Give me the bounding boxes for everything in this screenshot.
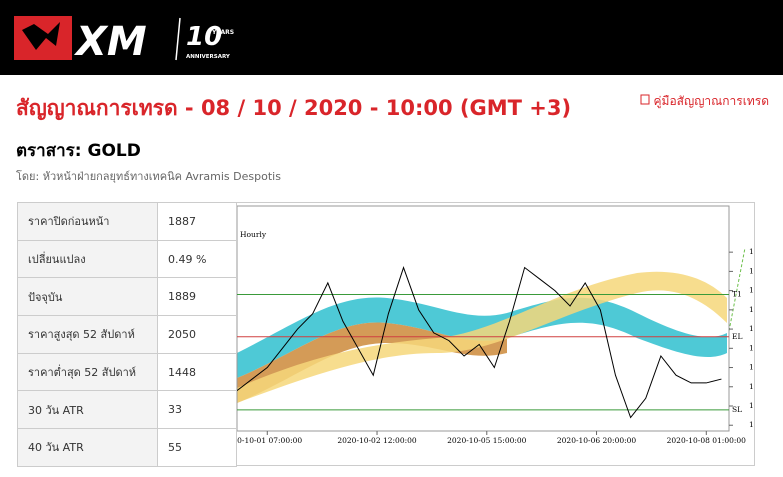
header: XM 10 YEARS ANNIVERSARY xyxy=(0,0,783,75)
table-row: 30 วัน ATR 33 xyxy=(17,390,237,430)
chart: Hourly 1875 1880 1885 1890 1895 1900 1905 1910 19… xyxy=(236,202,755,466)
instrument: ตราสาร: GOLD xyxy=(16,141,141,161)
badge: 10 xyxy=(186,22,222,52)
level-label: SL xyxy=(732,405,742,414)
logo[interactable]: XM 10 YEARS ANNIVERSARY xyxy=(0,0,260,75)
cell-label: ราคาต่ำสุด 52 สัปดาห์ xyxy=(17,352,158,392)
cell-label: 30 วัน ATR xyxy=(17,390,158,430)
cell-label: 40 วัน ATR xyxy=(17,428,158,467)
guide-link[interactable]: คู่มือสัญญาณการเทรด xyxy=(640,92,769,111)
cell-value: 33 xyxy=(157,390,237,430)
chart-title: Hourly xyxy=(240,230,267,239)
y-tick-label: 1910 xyxy=(749,286,755,295)
cell-value: 2050 xyxy=(157,315,237,354)
pdf-icon xyxy=(640,94,650,105)
page-title: สัญญาณการเทรด - 08 / 10 / 2020 - 10:00 (… xyxy=(16,96,572,120)
y-tick-label: 1900 xyxy=(749,324,755,333)
cell-label: เปลี่ยนแปลง xyxy=(17,239,158,279)
plot-frame xyxy=(237,205,730,432)
table-row: ราคาสูงสุด 52 สัปดาห์ 2050 xyxy=(17,315,237,354)
y-tick-label: 1895 xyxy=(749,343,755,352)
x-tick-label: 2020-10-06 20:00:00 xyxy=(557,436,637,445)
x-tick-label: 2020-10-02 12:00:00 xyxy=(337,436,417,445)
y-tick-label: 1920 xyxy=(749,247,755,256)
author: โดย: หัวหน้าฝ่ายกลยุทธ์ทางเทคนิค Avramis… xyxy=(16,170,281,183)
cell-value: 1889 xyxy=(157,277,237,317)
cell-label: ราคาสูงสุด 52 สัปดาห์ xyxy=(17,315,158,354)
x-tick-label: 2020-10-05 15:00:00 xyxy=(447,436,527,445)
y-tick-label: 1905 xyxy=(749,305,755,314)
level-label: EL xyxy=(732,332,742,341)
table-row: เปลี่ยนแปลง 0.49 % xyxy=(17,239,237,279)
price-line xyxy=(237,265,722,419)
y-tick-label: 1880 xyxy=(749,401,755,410)
table-row: ราคาต่ำสุด 52 สัปดาห์ 1448 xyxy=(17,352,237,392)
cell-label: ปัจจุบัน xyxy=(17,277,158,317)
cell-value: 1448 xyxy=(157,352,237,392)
badge-sub2: ANNIVERSARY xyxy=(186,54,231,60)
table-row: 40 วัน ATR 55 xyxy=(17,428,237,467)
table-row: ปัจจุบัน 1889 xyxy=(17,277,237,317)
cell-label: ราคาปิดก่อนหน้า xyxy=(17,202,158,241)
table-row: ราคาปิดก่อนหน้า 1887 xyxy=(17,202,237,241)
y-tick-label: 1885 xyxy=(749,382,755,391)
y-tick-label: 1890 xyxy=(749,363,755,372)
y-tick-label: 1875 xyxy=(749,420,755,429)
level-label: T1 xyxy=(732,289,742,298)
y-tick-label: 1915 xyxy=(749,266,755,275)
x-tick-label: 10-10-01 07:00:00 xyxy=(236,436,302,445)
logo-text: XM xyxy=(73,19,147,65)
guide-text[interactable]: คู่มือสัญญาณการเทรด xyxy=(653,94,770,108)
badge-sub: YEARS xyxy=(211,29,234,36)
cell-value: 0.49 % xyxy=(157,239,237,279)
stats-table: ราคาปิดก่อนหน้า 1887 เปลี่ยนแปลง 0.49 % ปัจจ… xyxy=(17,202,237,467)
cell-value: 55 xyxy=(157,428,237,467)
x-tick-label: 2020-10-08 01:00:00 xyxy=(667,436,747,445)
cell-value: 1887 xyxy=(157,202,237,241)
